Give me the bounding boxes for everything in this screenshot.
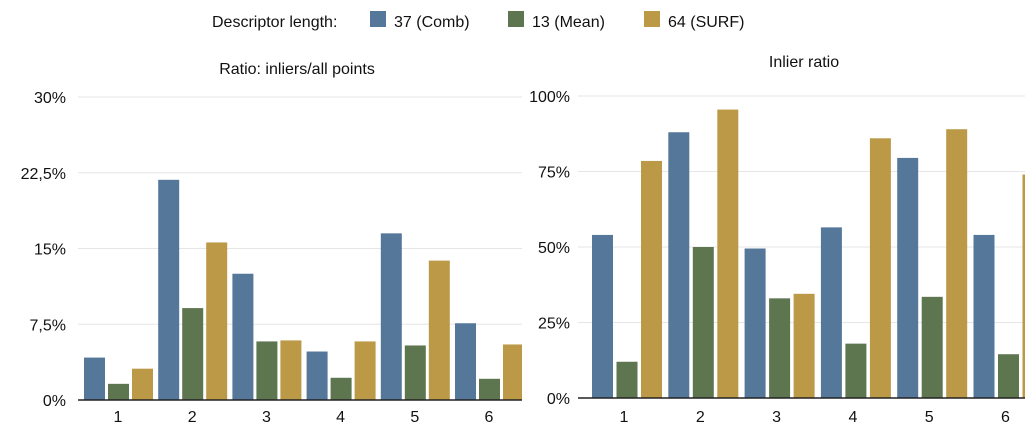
x-tick-label: 2 [188,409,197,423]
legend: Descriptor length: 37 (Comb) 13 (Mean) 64 … [212,11,744,31]
y-tick-label: 7,5% [30,317,66,334]
bar-s3-c4 [870,138,891,398]
bar-s2-c3 [769,298,790,398]
y-tick-label: 100% [529,89,570,106]
bar-s1-c2 [158,180,179,400]
x-tick-label: 4 [336,409,345,423]
legend-label-3: 64 (SURF) [668,14,744,31]
bar-s2-c2 [693,247,714,398]
bar-s1-c6 [974,235,995,398]
bar-s1-c1 [84,358,105,400]
chart-title: Ratio: inliers/all points [219,61,375,78]
y-tick-label: 25% [538,316,570,333]
bar-s3-c2 [206,242,227,400]
chart-ratio-inliers-all: Ratio: inliers/all points 0% 7,5% 15% 22,5% 3… [21,61,522,423]
legend-swatch-2 [508,11,524,27]
bar-s3-c5 [946,129,967,398]
legend-title: Descriptor length: [212,14,337,31]
x-tick-label: 5 [925,409,934,423]
bar-s2-c1 [108,384,129,400]
x-tick-label: 2 [696,409,705,423]
bar-s2-c3 [256,341,277,400]
bar-s1-c3 [745,249,766,398]
legend-label-1: 37 (Comb) [394,14,470,31]
bar-s2-c2 [182,308,203,400]
bar-s2-c5 [922,297,943,398]
y-tick-label: 0% [43,393,66,410]
bar-s1-c5 [897,158,918,398]
bar-s1-c5 [381,233,402,400]
legend-swatch-1 [370,11,386,27]
bar-s1-c4 [821,227,842,398]
legend-swatch-3 [644,11,660,27]
x-tick-label: 1 [114,409,123,423]
bar-s2-c4 [845,344,866,398]
y-tick-label: 22,5% [21,166,66,183]
bar-s2-c6 [998,354,1019,398]
y-tick-label: 50% [538,240,570,257]
x-tick-label: 3 [772,409,781,423]
legend-label-2: 13 (Mean) [532,14,605,31]
bar-s1-c2 [668,132,689,398]
x-tick-label: 5 [410,409,419,423]
chart-title: Inlier ratio [769,54,839,71]
bar-s3-c5 [429,261,450,400]
bar-s2-c4 [331,378,352,400]
x-tick-label: 3 [262,409,271,423]
bar-s1-c1 [592,235,613,398]
bar-s3-c6 [503,344,522,400]
bar-s1-c4 [307,352,328,400]
x-tick-label: 1 [620,409,629,423]
x-tick-label: 6 [1001,409,1010,423]
bar-s3-c4 [355,341,376,400]
bar-s3-c3 [794,294,815,398]
bar-s2-c1 [617,362,638,398]
bar-s3-c3 [280,340,301,400]
bar-s3-c2 [717,110,738,398]
bar-s3-c1 [641,161,662,398]
y-tick-label: 15% [34,242,66,259]
bar-s3-c1 [132,369,153,400]
y-tick-label: 0% [547,391,570,408]
chart-inlier-ratio: Inlier ratio 0% 25% 50% 75% 100% 1 2 3 4 5 6 [529,54,1025,423]
y-tick-label: 30% [34,90,66,107]
bar-s2-c6 [479,379,500,400]
x-tick-label: 4 [848,409,857,423]
bar-s1-c6 [455,323,476,400]
x-tick-label: 6 [485,409,494,423]
bar-s2-c5 [405,345,426,400]
bar-s1-c3 [232,274,253,400]
y-tick-label: 75% [538,165,570,182]
